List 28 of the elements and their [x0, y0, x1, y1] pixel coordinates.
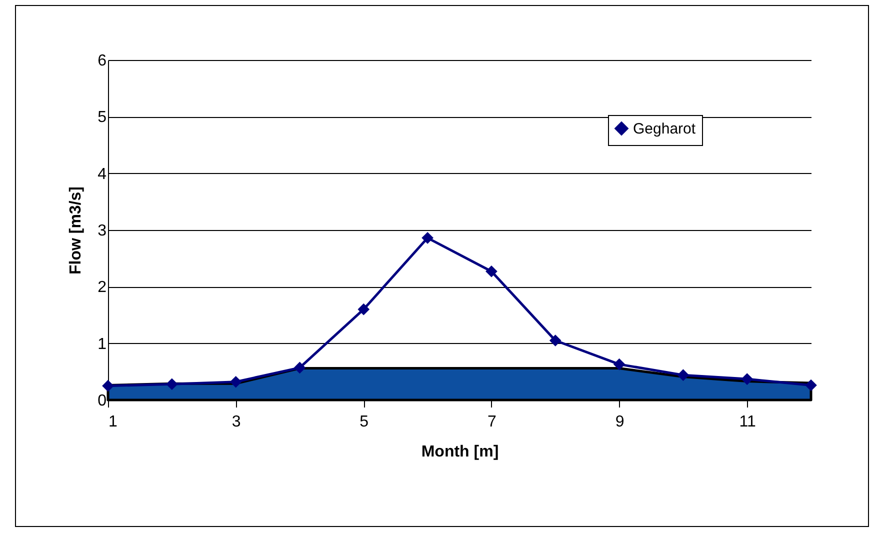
point	[230, 376, 242, 388]
x-tick-label: 5	[360, 414, 369, 430]
y-tick-label: 4	[98, 166, 107, 183]
y-tick-label: 5	[98, 109, 107, 126]
x-tick-label: 3	[232, 414, 241, 430]
x-tick-label: 7	[488, 414, 496, 430]
point	[486, 265, 498, 278]
point	[805, 379, 817, 392]
legend-label: Gegharot	[633, 120, 696, 138]
point	[294, 362, 306, 374]
point	[613, 358, 626, 370]
y-tick-label: 6	[98, 52, 107, 70]
y-tick-label: 3	[98, 222, 107, 240]
x-tick-label: 11	[739, 414, 756, 430]
y-axis-title: Flow [m3/s]	[68, 186, 85, 275]
point	[549, 334, 562, 346]
point	[166, 378, 178, 390]
point	[677, 369, 690, 381]
point	[422, 232, 434, 244]
y-tick-label: 1	[98, 336, 107, 353]
point	[741, 373, 754, 385]
point	[358, 303, 370, 316]
x-axis-title: Month [m]	[421, 444, 499, 460]
point	[102, 380, 114, 392]
x-tick-label: 9	[615, 414, 624, 430]
y-tick-label: 0	[98, 392, 107, 410]
y-tick-label: 2	[98, 279, 107, 296]
x-tick-label: 1	[108, 414, 118, 430]
